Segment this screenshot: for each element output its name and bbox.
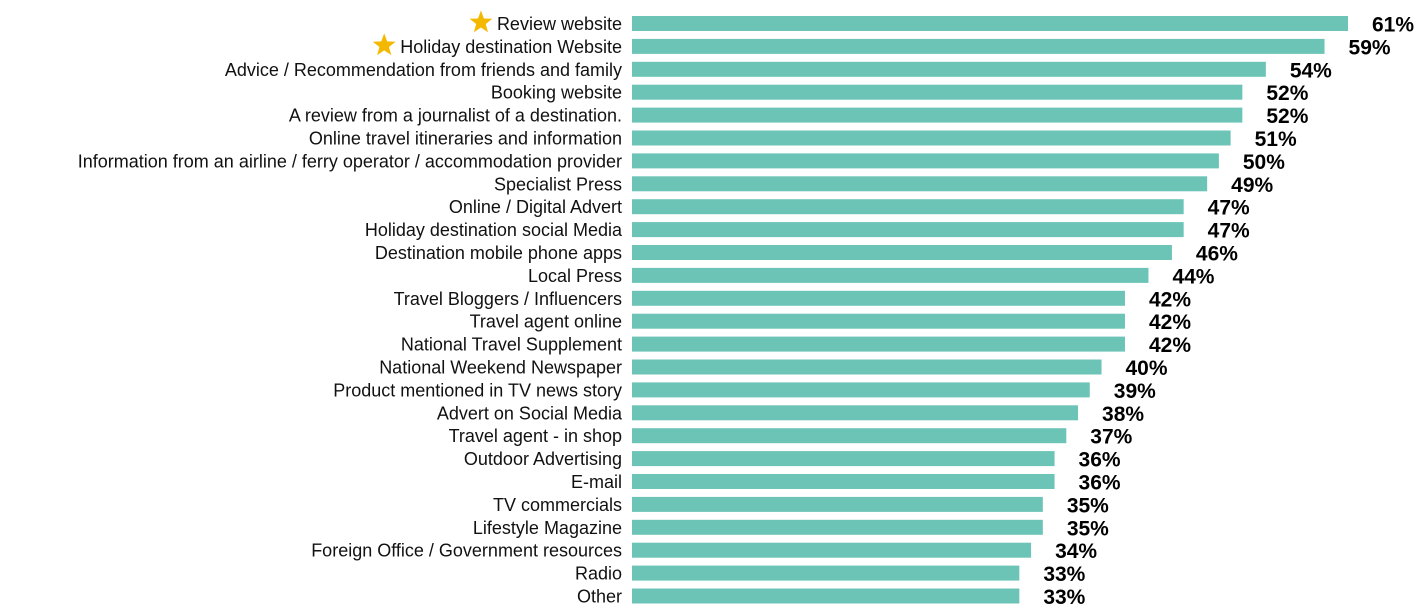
category-label-holiday-destination-social-media: Holiday destination social Media	[365, 220, 623, 240]
category-label-advice-recommendation-from-friends-and-family: Advice / Recommendation from friends and…	[225, 60, 622, 80]
value-label-outdoor-advertising: 36%	[1079, 449, 1121, 472]
bar-review-website	[632, 16, 1348, 31]
value-label-holiday-destination-website: 59%	[1349, 36, 1391, 59]
bar-tv-commercials	[632, 496, 1043, 512]
category-label-lifestyle-magazine: Lifestyle Magazine	[473, 518, 622, 538]
star-icon	[469, 10, 493, 33]
value-label-national-travel-supplement: 42%	[1149, 334, 1191, 357]
bar-booking-website	[632, 84, 1243, 100]
category-label-national-weekend-newspaper: National Weekend Newspaper	[379, 358, 622, 378]
category-label-radio: Radio	[575, 564, 622, 584]
bar-travel-agent-in-shop	[632, 428, 1067, 444]
category-label-travel-bloggers-influencers: Travel Bloggers / Influencers	[394, 289, 622, 309]
category-label-outdoor-advertising: Outdoor Advertising	[464, 449, 622, 469]
category-label-local-press: Local Press	[528, 266, 622, 286]
value-label-destination-mobile-phone-apps: 46%	[1196, 243, 1238, 266]
bar-advert-on-social-media	[632, 405, 1079, 421]
star-icon	[372, 33, 396, 56]
value-label-foreign-office-government-resources: 34%	[1055, 540, 1097, 563]
bar-online-travel-itineraries-and-information	[632, 130, 1231, 146]
value-label-online-travel-itineraries-and-information: 51%	[1255, 128, 1297, 151]
bar-foreign-office-government-resources	[632, 542, 1032, 558]
category-label-a-review-from-a-journalist-of-a-destination: A review from a journalist of a destinat…	[289, 106, 622, 126]
value-label-radio: 33%	[1043, 563, 1085, 586]
category-label-online-digital-advert: Online / Digital Advert	[449, 197, 622, 217]
bar-lifestyle-magazine	[632, 519, 1043, 535]
value-label-holiday-destination-social-media: 47%	[1208, 220, 1250, 243]
bar-online-digital-advert	[632, 199, 1184, 215]
bar-outdoor-advertising	[632, 451, 1055, 467]
category-label-online-travel-itineraries-and-information: Online travel itineraries and informatio…	[309, 129, 622, 149]
value-label-travel-agent-in-shop: 37%	[1090, 426, 1132, 449]
highlight-stars-layer	[372, 10, 493, 56]
value-label-national-weekend-newspaper: 40%	[1126, 357, 1168, 380]
bar-local-press	[632, 267, 1149, 283]
value-label-a-review-from-a-journalist-of-a-destination: 52%	[1266, 105, 1308, 128]
value-label-e-mail: 36%	[1079, 472, 1121, 495]
value-label-product-mentioned-in-tv-news-story: 39%	[1114, 380, 1156, 403]
category-label-destination-mobile-phone-apps: Destination mobile phone apps	[375, 243, 622, 263]
bar-national-travel-supplement	[632, 336, 1125, 352]
value-label-booking-website: 52%	[1266, 82, 1308, 105]
bar-information-from-an-airline-ferry-operator-accommodation-provider	[632, 153, 1219, 169]
value-label-information-from-an-airline-ferry-operator-accommodation-provider: 50%	[1243, 151, 1285, 174]
bar-destination-mobile-phone-apps	[632, 245, 1172, 260]
value-label-review-website: 61%	[1372, 14, 1414, 37]
category-label-advert-on-social-media: Advert on Social Media	[437, 403, 623, 423]
bar-radio	[632, 565, 1020, 581]
category-label-national-travel-supplement: National Travel Supplement	[401, 335, 622, 355]
bar-holiday-destination-website	[632, 38, 1325, 54]
bar-travel-bloggers-influencers	[632, 290, 1125, 306]
bar-a-review-from-a-journalist-of-a-destination	[632, 107, 1243, 123]
bar-other	[632, 588, 1020, 604]
category-label-specialist-press: Specialist Press	[494, 174, 622, 194]
value-label-local-press: 44%	[1172, 265, 1214, 288]
bar-product-mentioned-in-tv-news-story	[632, 382, 1090, 398]
category-label-tv-commercials: TV commercials	[493, 495, 622, 515]
value-label-online-digital-advert: 47%	[1208, 197, 1250, 220]
value-label-lifestyle-magazine: 35%	[1067, 517, 1109, 540]
category-label-booking-website: Booking website	[491, 83, 622, 103]
category-label-review-website: Review website	[497, 14, 622, 34]
bar-specialist-press	[632, 176, 1208, 192]
category-label-travel-agent-online: Travel agent online	[470, 312, 622, 332]
category-label-information-from-an-airline-ferry-operator-accommodation-provider: Information from an airline / ferry oper…	[78, 151, 622, 171]
category-label-foreign-office-government-resources: Foreign Office / Government resources	[311, 541, 622, 561]
category-label-product-mentioned-in-tv-news-story: Product mentioned in TV news story	[333, 380, 622, 400]
value-label-advert-on-social-media: 38%	[1102, 403, 1144, 426]
category-label-e-mail: E-mail	[571, 472, 622, 492]
bar-holiday-destination-social-media	[632, 222, 1184, 238]
bars-layer	[632, 16, 1348, 604]
value-label-specialist-press: 49%	[1231, 174, 1273, 197]
value-label-other: 33%	[1043, 586, 1085, 607]
category-labels-layer: Review website Holiday destination Websit…	[78, 14, 623, 607]
bar-national-weekend-newspaper	[632, 359, 1102, 375]
category-label-other: Other	[577, 587, 622, 607]
category-label-holiday-destination-website: Holiday destination Website	[400, 37, 622, 57]
bar-e-mail	[632, 474, 1055, 489]
bar-travel-agent-online	[632, 313, 1125, 329]
value-label-travel-agent-online: 42%	[1149, 311, 1191, 334]
value-labels-layer: 61%59%54%52%52%51%50%49%47%47%46%44%42%4…	[1043, 14, 1414, 610]
value-label-advice-recommendation-from-friends-and-family: 54%	[1290, 59, 1332, 82]
value-label-tv-commercials: 35%	[1067, 494, 1109, 517]
bar-advice-recommendation-from-friends-and-family	[632, 61, 1266, 77]
value-label-travel-bloggers-influencers: 42%	[1149, 288, 1191, 311]
category-label-travel-agent-in-shop: Travel agent - in shop	[449, 426, 622, 446]
